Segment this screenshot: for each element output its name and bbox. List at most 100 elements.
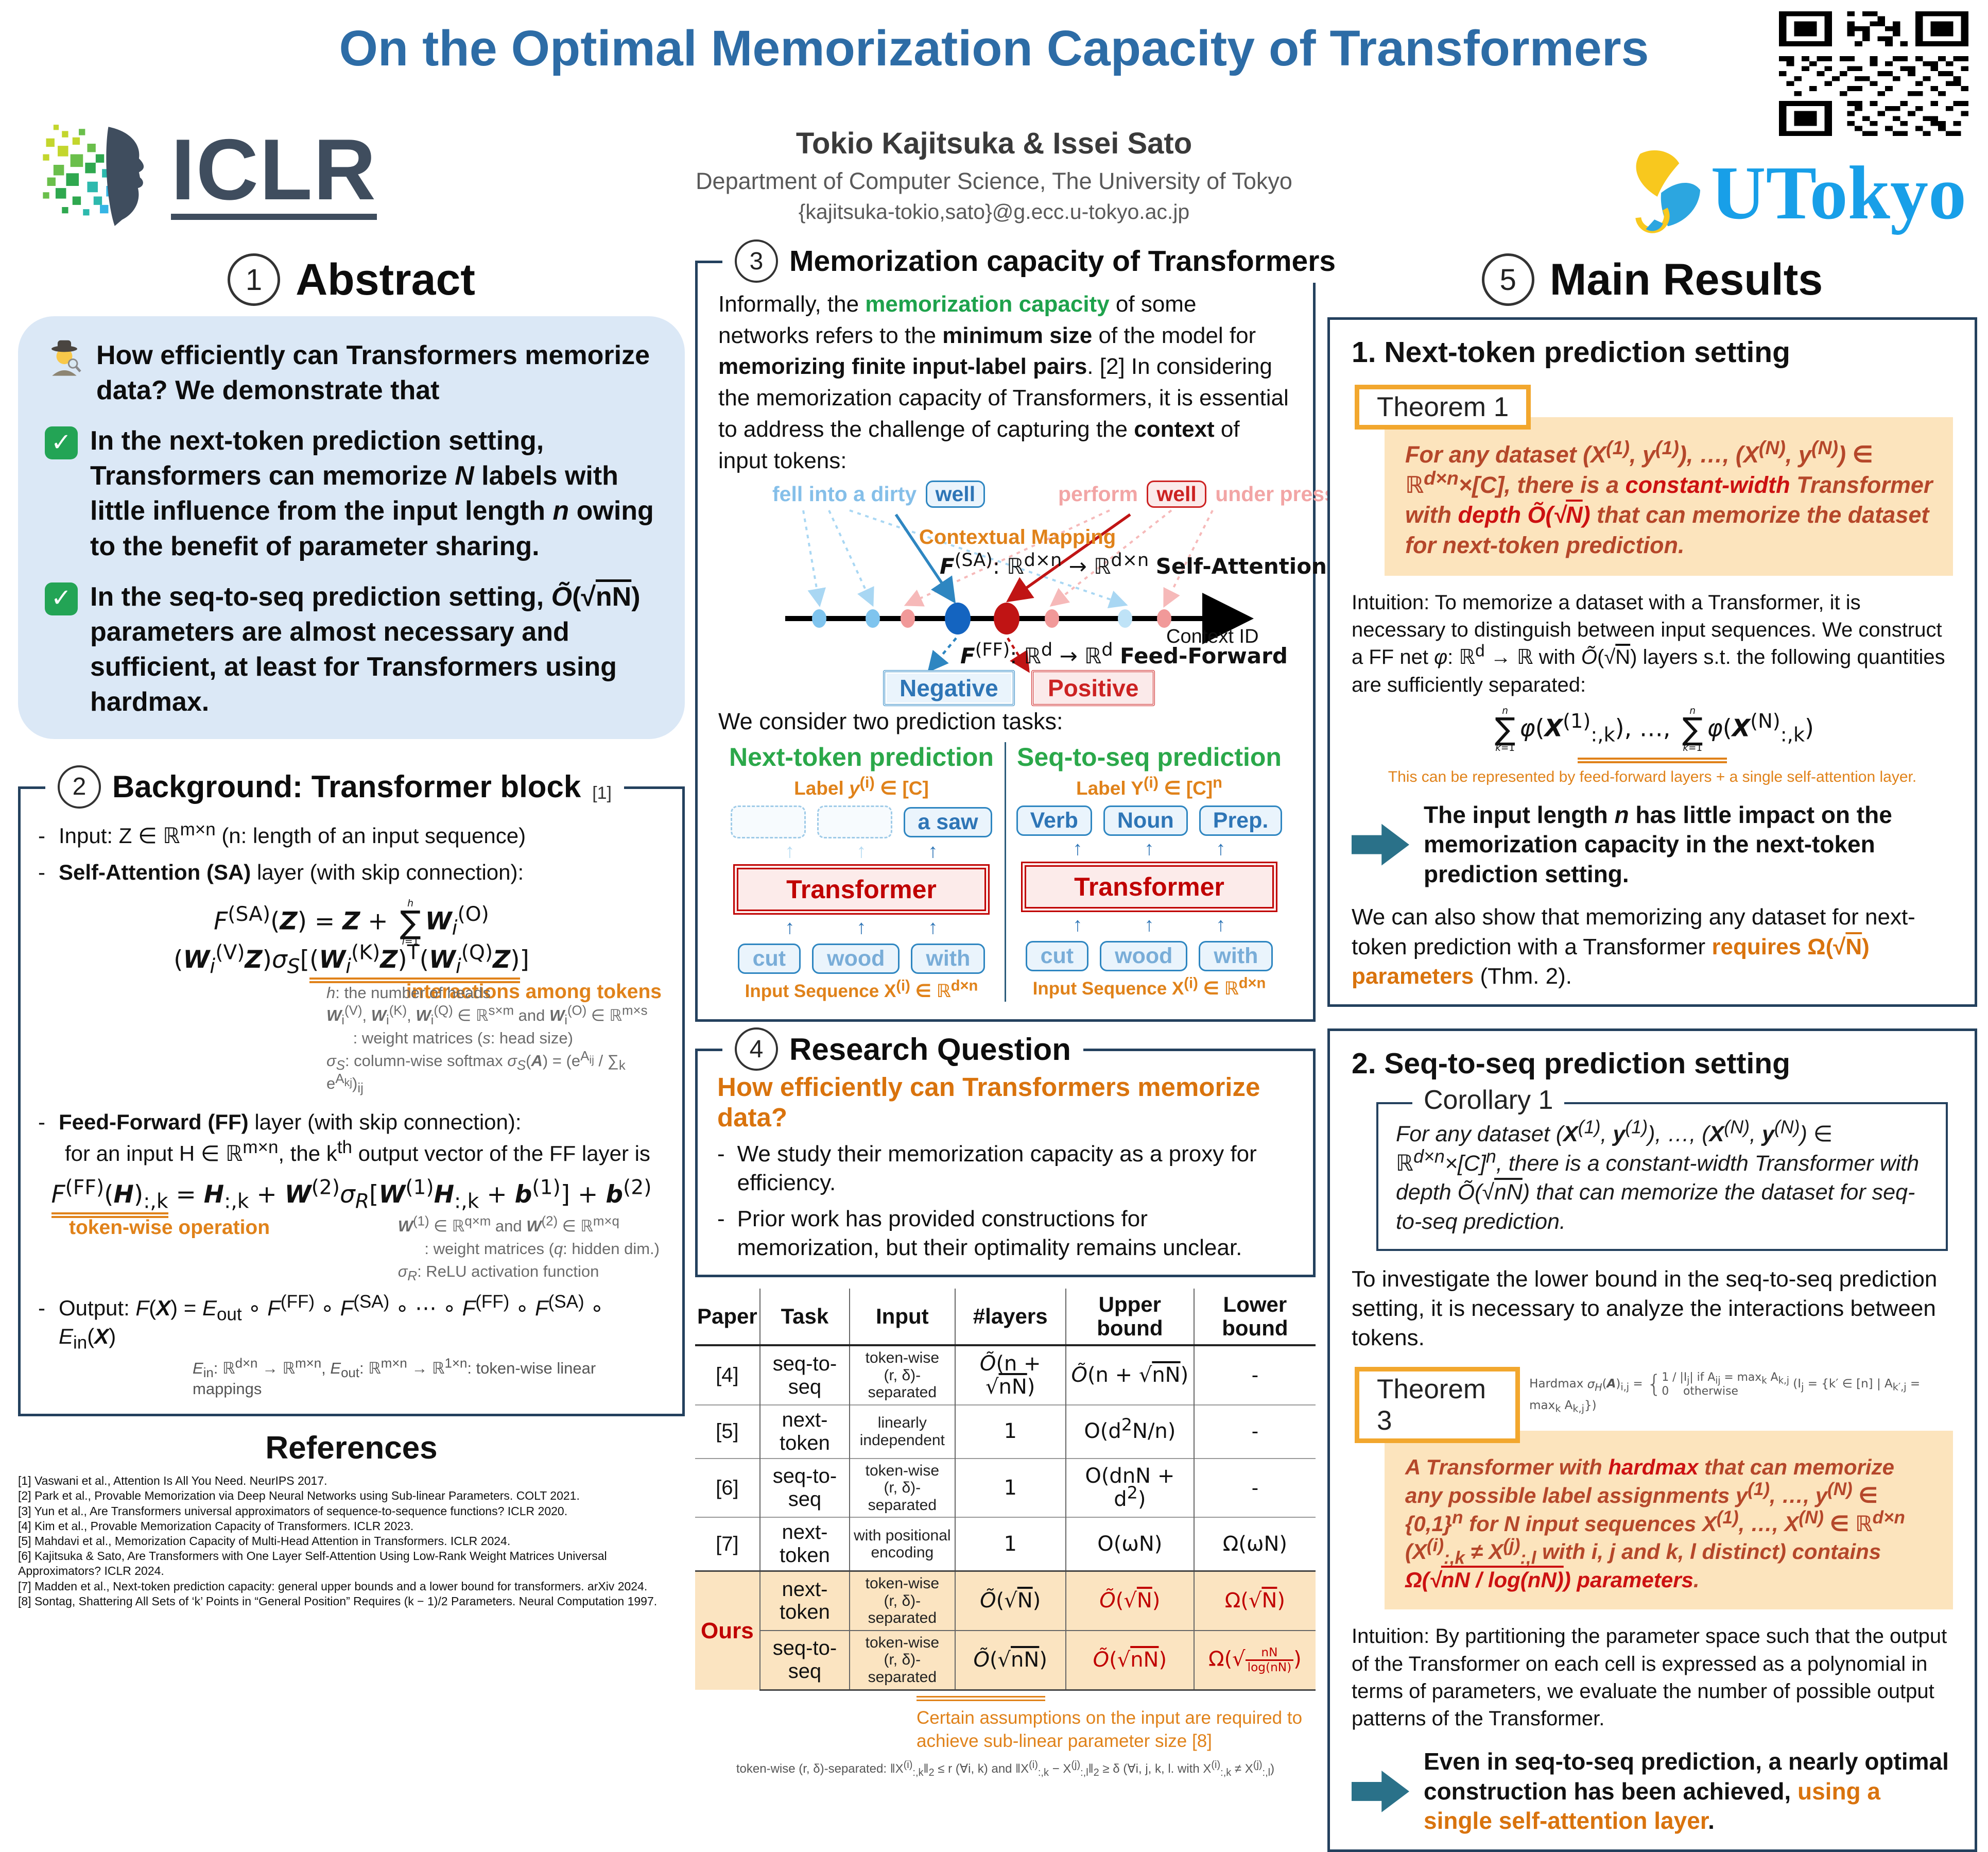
transformer-box: Transformer [733,864,990,915]
table-footnote-orange: Certain assumptions on the input are req… [917,1707,1303,1752]
ff-formula: F(FF)(H):,k = H:,k + W(2)σR[W(1)H:,k + b… [38,1178,665,1219]
sa-notes: h: the number of heads Wi(V), Wi(K), Wi(Q… [326,983,648,1096]
cell-lower: Ω(√N) [1193,1570,1316,1631]
results-sub1: 1. Next-token prediction setting [1352,336,1790,369]
reference-item: [3] Yun et al., Are Transformers univers… [18,1504,568,1518]
cell-layers: 1 [954,1404,1066,1459]
input-token-box: with [911,944,986,974]
ff-annotation-row: token-wise operation W(1) ∈ ℝq×m and W(2… [38,1215,665,1283]
cell-input: token-wise (r, δ)-separated [849,1630,955,1691]
positive-label-box: Positive [1031,670,1155,707]
seq-to-seq-panel: Seq-to-seq prediction Label Y(i) ∈ [C]n … [1005,742,1292,1002]
utokyo-logo: UTokyo [1612,145,1966,241]
col-input: Input [849,1288,955,1347]
corollary-1-body: For any dataset (X(1), y(1)), …, (X(N), … [1396,1117,1920,1234]
input-tokens: cut wood with [737,944,986,974]
input-token-box: with [1199,941,1273,972]
cell-lower: - [1193,1457,1316,1518]
reference-item: [1] Vaswani et al., Attention Is All You… [18,1474,327,1488]
bg-output-line: - Output: F(X) = Eout ∘ F(FF) ∘ F(SA) ∘ … [38,1292,665,1353]
section-abstract-header: 1 Abstract [18,253,685,306]
bg-ff-sub: for an input H ∈ ℝm×n, the kth output ve… [65,1137,650,1165]
cell-upper: Õ(√N) [1065,1570,1194,1631]
qr-code [1779,11,1968,139]
right-column: 5 Main Results 1. Next-token prediction … [1327,253,1977,1852]
table-row: [5] next-token linearly independent 1 O(d… [695,1404,1316,1459]
input-tokens: cut wood with [1025,941,1273,972]
output-token-box: Verb [1016,805,1092,836]
cell-layers: Õ(n + √nN) [954,1345,1066,1405]
takeaway-2-text: Even in seq-to-seq prediction, a nearly … [1424,1748,1949,1834]
up-arrow-icon: ↑ [1216,914,1226,936]
abstract-intro-text: How efficiently can Transformers memoriz… [96,340,650,406]
up-arrows: ↑ ↑ ↑ [785,918,938,937]
up-arrow-icon: ↑ [1216,838,1226,860]
cell-layers: Õ(√nN) [954,1630,1066,1691]
next-token-outputs: a saw [731,805,992,839]
context-id-label: Context ID [1166,626,1259,648]
capacity-intro: Informally, the memorization capacity of… [718,291,1289,473]
author-names: Tokio Kajitsuka & Issei Sato [796,127,1192,160]
ours-row-seq-to-seq: seq-to-seq token-wise (r, δ)-separated Õ(… [695,1630,1316,1691]
up-arrow-icon: ↑ [928,841,938,863]
input-token-box: wood [1100,941,1188,972]
section-number-3: 3 [735,239,778,283]
input-sequence-label: Input Sequence X(i) ∈ ℝd×n [1032,975,1266,999]
cell-lower: Ω(√ nN log(nN)) [1193,1630,1316,1691]
contact-email: {kajitsuka-tokio,sato}@g.ecc.u-tokyo.ac.… [798,200,1190,224]
cell-paper: [4] [695,1345,760,1405]
reference-item: [2] Park et al., Provable Memorization v… [18,1489,580,1503]
cell-task: next-token [759,1404,850,1459]
bg-sa-head: Self-Attention (SA) layer (with skip con… [59,860,524,884]
seq-outputs: Verb Noun Prep. [1016,805,1283,836]
ginkgo-leaf-icon [1635,150,1700,233]
bg-sa-line: - Self-Attention (SA) layer (with skip c… [38,859,665,887]
seq-to-seq-title: Seq-to-seq prediction [1017,743,1282,772]
cell-paper: [5] [695,1404,760,1459]
section-results-title: Main Results [1549,254,1823,304]
phrase-red-text: perform [1058,482,1138,506]
input-token-box: cut [1025,941,1089,972]
input-sequence-label: Input Sequence X(i) ∈ ℝd×n [745,978,978,1002]
reference-item: [6] Kajitsuka & Sato, Are Transformers w… [18,1549,607,1578]
phrase-positive-context: perform well under pressure [1058,481,1369,508]
col-task: Task [759,1288,850,1347]
table-footnote-definition: token-wise (r, δ)-separated: ‖X(i):,k‖2 … [736,1759,1275,1778]
cell-lower: - [1193,1404,1316,1459]
check-icon: ✓ [45,582,78,615]
up-arrow-icon: ↑ [1073,838,1083,860]
abstract-intro-row: How efficiently can Transformers memoriz… [45,338,658,408]
cell-input: token-wise (r, δ)-separated [849,1457,955,1518]
iclr-mosaic-face-icon [43,125,144,226]
table-row: [7] next-token with positional encoding 1… [695,1517,1316,1571]
takeaway-1-text: The input length n has little impact on … [1424,801,1892,887]
middle-column: 3 Memorization capacity of Transformers … [695,239,1369,1778]
rq-bullet-2: - Prior work has provided constructions … [717,1205,1293,1262]
cell-lower: Ω(ωN) [1193,1517,1316,1571]
rq-question: How efficiently can Transformers memoriz… [717,1072,1260,1133]
sum-underline [1578,757,1727,763]
cell-task: seq-to-seq [759,1345,850,1405]
up-arrow-icon: ↑ [1144,838,1154,860]
cell-input: linearly independent [849,1404,955,1459]
abstract-point-2: ✓ In the seq-to-seq prediction setting, … [45,579,658,719]
ghost-output-box [817,805,893,839]
ff-annotation: token-wise operation [69,1216,270,1239]
up-arrow-icon: ↑ [1073,914,1083,936]
theorem-3-intuition: Intuition: By partitioning the parameter… [1352,1625,1947,1730]
references-list: [1] Vaswani et al., Attention Is All You… [18,1473,685,1609]
results-sub2: 2. Seq-to-seq prediction setting [1352,1047,1790,1080]
corollary-1-label: Corollary 1 [1412,1084,1565,1116]
bg-output-formula: Output: F(X) = Eout ∘ F(FF) ∘ F(SA) ∘ ⋯ … [59,1292,604,1353]
sum-caption: This can be represented by feed-forward … [1388,768,1917,785]
bg-ff-head: Feed-Forward (FF) layer (with skip conne… [59,1110,522,1135]
next-token-title: Next-token prediction [729,743,994,772]
theorem-1-intuition: Intuition: To memorize a dataset with a … [1352,591,1945,696]
takeaway-2: Even in seq-to-seq prediction, a nearly … [1352,1747,1953,1836]
phrase-negative-context: fell into a dirty well [772,481,988,508]
abstract-point-2-text: In the seq-to-seq prediction setting, Õ(… [90,581,641,717]
diagram-canvas [785,509,1254,673]
rq-bullet-1: - We study their memorization capacity a… [717,1140,1293,1197]
ff-notes: W(1) ∈ ℝq×m and W(2) ∈ ℝm×q : weight mat… [397,1214,660,1284]
cell-input: token-wise (r, δ)-separated [849,1570,955,1631]
